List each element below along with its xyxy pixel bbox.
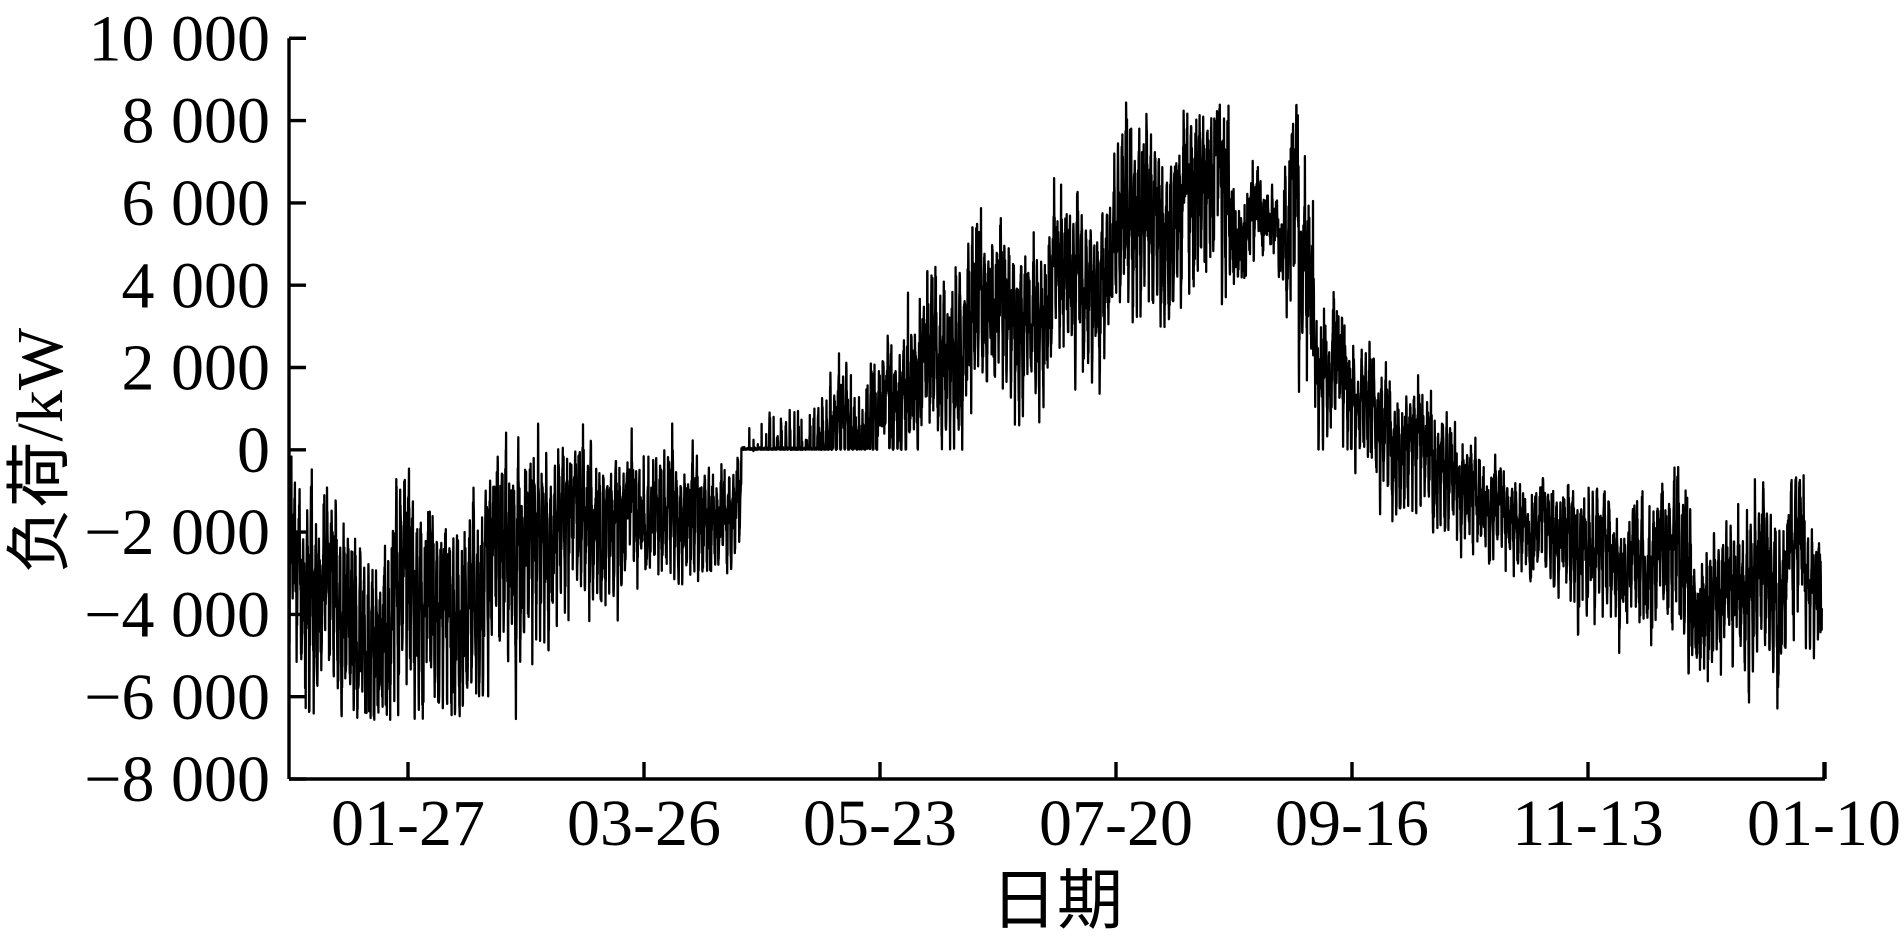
svg-text:−2 000: −2 000: [84, 496, 270, 569]
svg-text:−6 000: −6 000: [84, 661, 270, 734]
svg-text:−8 000: −8 000: [84, 743, 270, 816]
svg-text:负荷/kW: 负荷/kW: [4, 327, 77, 573]
svg-text:−4 000: −4 000: [84, 579, 270, 652]
svg-text:11-13: 11-13: [1512, 787, 1664, 860]
svg-text:0: 0: [237, 414, 270, 487]
svg-text:8 000: 8 000: [122, 85, 271, 158]
svg-text:05-23: 05-23: [803, 787, 957, 860]
svg-text:日期: 日期: [991, 865, 1123, 938]
svg-text:01-10: 01-10: [1747, 787, 1901, 860]
svg-text:01-27: 01-27: [331, 787, 485, 860]
svg-text:10 000: 10 000: [89, 2, 271, 75]
svg-text:09-16: 09-16: [1275, 787, 1429, 860]
svg-text:4 000: 4 000: [122, 249, 271, 322]
svg-text:2 000: 2 000: [122, 332, 271, 405]
svg-text:6 000: 6 000: [122, 167, 271, 240]
svg-text:03-26: 03-26: [567, 787, 721, 860]
svg-text:07-20: 07-20: [1039, 787, 1193, 860]
